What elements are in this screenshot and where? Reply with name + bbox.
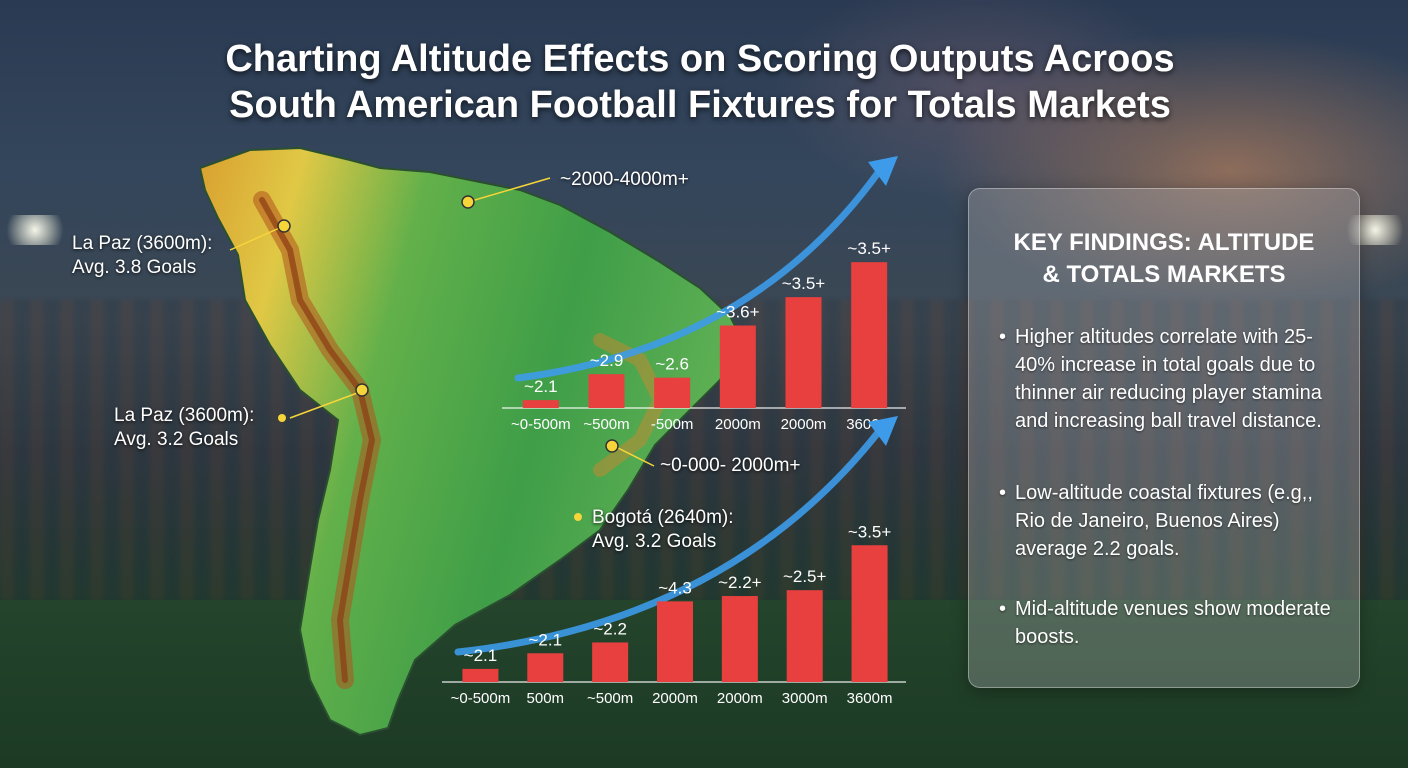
bar: [527, 653, 564, 682]
tick-label: ~500m: [587, 690, 633, 707]
marker-bogota: [574, 513, 582, 521]
finding-text: Low-altitude coastal fixtures (e.g,, Rio…: [1015, 482, 1313, 560]
data-label: ~2.2: [593, 619, 627, 638]
bullet-glyph: •: [999, 598, 1007, 620]
finding-text: Higher altitudes correlate with 25-40% i…: [1015, 326, 1322, 432]
bar: [654, 377, 691, 408]
bar: [719, 325, 756, 408]
data-label: ~3.5+: [782, 274, 826, 293]
label-la-paz-top: La Paz (3600m): Avg. 3.8 Goals: [72, 233, 213, 278]
marker-range-mid: [605, 439, 619, 453]
finding-text: Mid-altitude venues show moderate boosts…: [1015, 598, 1331, 648]
bar: [851, 545, 888, 682]
trend-arrow-line: [454, 426, 884, 656]
bar: [785, 297, 822, 408]
continent-shape: [198, 146, 744, 737]
bar: [522, 400, 559, 408]
tick-label: ~0-500m: [511, 416, 571, 433]
tick-label: 2000m: [717, 690, 763, 707]
floodlight-right: [1340, 215, 1408, 245]
marker-la-paz-top: [277, 219, 291, 233]
label-range-mid: ~0-000- 2000m+: [660, 455, 801, 476]
data-label: ~2.1: [524, 377, 558, 396]
bar: [462, 668, 499, 682]
label-la-paz-mid: La Paz (3600m): Avg. 3.2 Goals: [114, 405, 255, 450]
bar: [786, 590, 823, 682]
data-label: ~2.5+: [783, 567, 827, 586]
data-label: ~3.5+: [848, 522, 892, 541]
pitch-backdrop: [0, 600, 1408, 768]
data-label: ~2.9: [590, 351, 624, 370]
data-label: ~3.6+: [716, 303, 760, 322]
bar: [851, 262, 888, 408]
label-range-top: ~2000-4000m+: [560, 169, 689, 190]
finding-item: • Low-altitude coastal fixtures (e.g,, Ri…: [999, 479, 1339, 563]
tick-label: 3000m: [782, 690, 828, 707]
data-label: ~2.6: [655, 355, 689, 374]
tick-label: 2000m: [652, 690, 698, 707]
data-label: ~2.2+: [718, 573, 762, 592]
tick-label: 3600m: [847, 690, 893, 707]
tick-label: -500m: [651, 416, 694, 433]
marker-dot-la-paz-mid: [278, 414, 286, 422]
bullet-glyph: •: [999, 326, 1007, 348]
trend-arrow-head: [868, 156, 898, 186]
tick-label: 2000m: [715, 416, 761, 433]
marker-la-paz-mid: [355, 383, 369, 397]
data-label: ~4.3: [658, 578, 692, 597]
tick-label: 2000m: [781, 416, 827, 433]
panel-heading: KEY FINDINGS: ALTITUDE & TOTALS MARKETS: [1013, 229, 1315, 288]
finding-item: • Higher altitudes correlate with 25-40% …: [999, 323, 1339, 435]
trend-arrow-head: [868, 416, 898, 446]
bar: [657, 601, 693, 682]
tick-label: 500m: [527, 690, 565, 707]
bar: [588, 374, 625, 408]
tick-label: ~0-500m: [451, 690, 511, 707]
key-findings-panel: KEY FINDINGS: ALTITUDE & TOTALS MARKETS …: [968, 188, 1360, 688]
data-label: ~3.5+: [847, 239, 891, 258]
bar: [592, 642, 629, 682]
trend-arrow-line: [514, 166, 884, 382]
bullet-glyph: •: [999, 482, 1007, 504]
marker-range-top: [461, 195, 475, 209]
label-bogota: Bogotá (2640m): Avg. 3.2 Goals: [592, 507, 734, 552]
bar: [721, 596, 758, 682]
finding-item: • Mid-altitude venues show moderate boost…: [999, 595, 1339, 651]
data-label: ~2.1: [529, 630, 563, 649]
floodlight-left: [0, 215, 70, 245]
data-label: ~2.1: [464, 646, 498, 665]
page-title: Charting Altitude Effects on Scoring Out…: [225, 38, 1175, 126]
tick-label: ~500m: [583, 416, 629, 433]
